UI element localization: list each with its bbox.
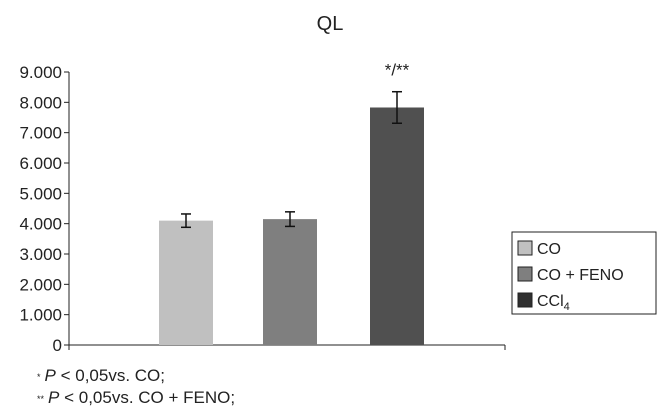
y-tick-label: 9.000 [19, 63, 62, 82]
footnote-2-mark: ** [37, 393, 45, 404]
legend-label-ccl4: CCl4 [537, 293, 570, 313]
footnote-1-text: < 0,05vs. CO; [55, 366, 165, 385]
chart-title: QL [317, 13, 344, 35]
legend-swatch-ccl4 [517, 292, 533, 308]
x-axis [68, 344, 506, 350]
y-tick-label: 0 [53, 336, 62, 355]
y-axis: 0 1.000 2.000 3.000 4.000 5.000 6.000 7.000 8.00… [19, 63, 70, 355]
bar-1 [263, 219, 317, 345]
legend: CO CO + FENO CCl4 [511, 231, 657, 315]
y-tick-label: 6.000 [19, 154, 62, 173]
footnote-2-text: < 0,05vs. CO + FENO; [59, 388, 236, 407]
legend-label-co: CO [537, 241, 561, 258]
legend-label-ccl4-sub: 4 [564, 301, 570, 313]
y-tick-label: 7.000 [19, 124, 62, 143]
legend-box [511, 231, 657, 315]
legend-swatch-co-feno [517, 266, 533, 282]
footnote-1: * P < 0,05vs. CO; [37, 366, 165, 386]
footnote-1-p: P [44, 366, 56, 385]
y-tick-label: 5.000 [19, 184, 62, 203]
annotations: */** [385, 61, 410, 80]
y-tick-label: 1.000 [19, 306, 62, 325]
y-tick-label: 3.000 [19, 245, 62, 264]
y-tick-label: 2.000 [19, 275, 62, 294]
footnote-1-mark: * [37, 371, 41, 382]
footnote-2: ** P < 0,05vs. CO + FENO; [37, 388, 235, 408]
legend-label-co-feno: CO + FENO [537, 267, 624, 284]
bar-2 [370, 107, 424, 346]
footnote-2-p: P [48, 388, 60, 407]
bar-0 [159, 220, 213, 345]
legend-label-ccl4-main: CCl [537, 293, 564, 310]
bars [159, 90, 424, 346]
y-tick-label: 4.000 [19, 215, 62, 234]
significance-label: */** [385, 61, 410, 80]
y-tick-label: 8.000 [19, 93, 62, 112]
legend-swatch-co [517, 240, 533, 256]
